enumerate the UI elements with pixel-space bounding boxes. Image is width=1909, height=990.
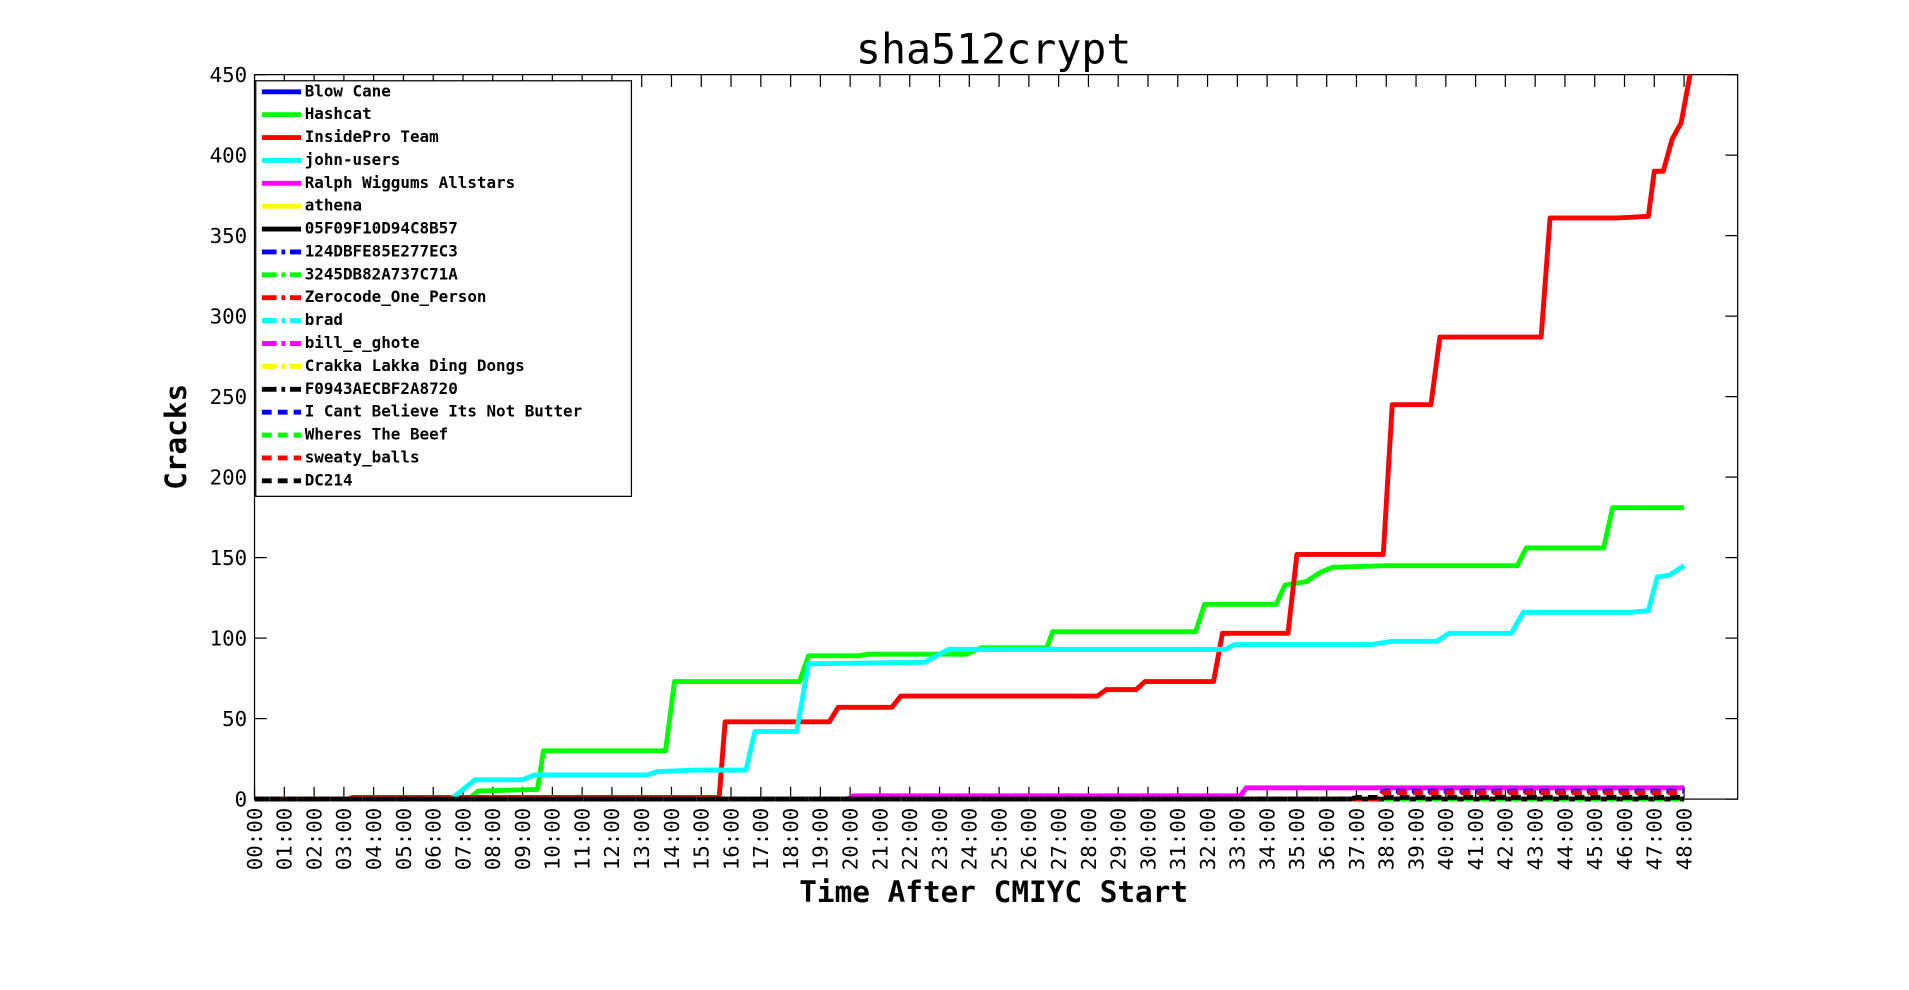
x-tick-label: 04:00 — [362, 808, 386, 871]
x-tick-label: 12:00 — [600, 808, 624, 871]
series-line — [254, 74, 1693, 802]
legend-label: 05F09F10D94C8B57 — [305, 219, 458, 238]
x-tick-label: 42:00 — [1494, 808, 1518, 871]
x-tick-label: 32:00 — [1196, 808, 1220, 871]
x-axis-label: Time After CMIYC Start — [799, 875, 1188, 909]
x-tick-label: 45:00 — [1583, 808, 1607, 871]
x-tick-label: 14:00 — [660, 808, 684, 871]
legend-box — [255, 80, 633, 497]
x-tick-label: 31:00 — [1166, 808, 1190, 871]
y-tick-label: 400 — [210, 143, 248, 167]
series-line — [254, 563, 1686, 802]
series-line — [254, 505, 1685, 802]
legend-label: InsidePro Team — [305, 127, 439, 146]
x-tick-label: 23:00 — [928, 808, 952, 871]
legend-label: Blow Cane — [305, 81, 391, 100]
x-tick-label: 10:00 — [541, 808, 565, 871]
x-tick-label: 35:00 — [1285, 808, 1309, 871]
legend-label: Zerocode_One_Person — [305, 287, 487, 306]
x-tick-label: 27:00 — [1047, 808, 1071, 871]
x-tick-label: 26:00 — [1017, 808, 1041, 871]
y-tick-label: 0 — [235, 787, 248, 811]
legend-label: Wheres The Beef — [305, 425, 449, 444]
series-line — [254, 795, 1685, 802]
x-tick-label: 01:00 — [273, 808, 297, 871]
y-tick-label: 200 — [210, 465, 248, 489]
x-tick-label: 48:00 — [1672, 808, 1696, 871]
chart-title: sha512crypt — [856, 25, 1131, 74]
x-tick-label: 06:00 — [422, 808, 446, 871]
x-tick-label: 33:00 — [1226, 808, 1250, 871]
x-tick-label: 44:00 — [1553, 808, 1577, 871]
x-tick-label: 09:00 — [511, 808, 535, 871]
y-axis-label: Cracks — [159, 384, 193, 490]
legend-label: sweaty_balls — [305, 447, 420, 466]
y-tick-label: 350 — [210, 224, 248, 248]
x-tick-label: 22:00 — [898, 808, 922, 871]
x-tick-label: 41:00 — [1464, 808, 1488, 871]
x-tick-label: 30:00 — [1136, 808, 1160, 871]
x-tick-label: 00:00 — [243, 808, 267, 871]
x-tick-label: 47:00 — [1643, 808, 1667, 871]
x-tick-label: 05:00 — [392, 808, 416, 871]
x-tick-label: 43:00 — [1524, 808, 1548, 871]
x-tick-label: 46:00 — [1613, 808, 1637, 871]
x-tick-label: 25:00 — [987, 808, 1011, 871]
legend-label: brad — [305, 310, 343, 329]
x-tick-label: 03:00 — [332, 808, 356, 871]
legend-label: Ralph Wiggums Allstars — [305, 173, 515, 192]
legend-label: 124DBFE85E277EC3 — [305, 241, 458, 260]
y-tick-label: 100 — [210, 626, 248, 650]
legend-label: DC214 — [305, 470, 353, 489]
y-tick-label: 450 — [210, 63, 248, 87]
x-tick-label: 37:00 — [1345, 808, 1369, 871]
legend-label: 3245DB82A737C71A — [305, 264, 459, 283]
legend-label: Hashcat — [305, 104, 372, 123]
x-tick-label: 19:00 — [809, 808, 833, 871]
x-tick-label: 08:00 — [481, 808, 505, 871]
x-tick-label: 07:00 — [451, 808, 475, 871]
legend-label: I Cant Believe Its Not Butter — [305, 402, 582, 421]
x-tick-label: 11:00 — [570, 808, 594, 871]
x-tick-label: 02:00 — [302, 808, 326, 871]
x-tick-label: 15:00 — [690, 808, 714, 871]
x-tick-label: 13:00 — [630, 808, 654, 871]
legend-label: Crakka Lakka Ding Dongs — [305, 356, 525, 375]
x-tick-label: 18:00 — [779, 808, 803, 871]
y-tick-label: 150 — [210, 546, 248, 570]
x-tick-label: 34:00 — [1255, 808, 1279, 871]
x-tick-label: 29:00 — [1107, 808, 1131, 871]
legend-label: john-users — [305, 150, 401, 169]
y-tick-label: 300 — [210, 304, 248, 328]
y-tick-label: 250 — [210, 385, 248, 409]
legend-label: bill_e_ghote — [305, 333, 420, 352]
x-tick-label: 28:00 — [1077, 808, 1101, 871]
x-tick-label: 38:00 — [1375, 808, 1399, 871]
y-tick-label: 50 — [222, 707, 247, 731]
legend-label: athena — [305, 196, 362, 215]
x-tick-label: 16:00 — [719, 808, 743, 871]
x-tick-label: 40:00 — [1434, 808, 1458, 871]
x-tick-label: 24:00 — [958, 808, 982, 871]
x-tick-label: 39:00 — [1404, 808, 1428, 871]
x-tick-label: 36:00 — [1315, 808, 1339, 871]
x-tick-label: 17:00 — [749, 808, 773, 871]
x-tick-label: 21:00 — [868, 808, 892, 871]
legend-label: F0943AECBF2A8720 — [305, 379, 458, 398]
x-tick-label: 20:00 — [839, 808, 863, 871]
